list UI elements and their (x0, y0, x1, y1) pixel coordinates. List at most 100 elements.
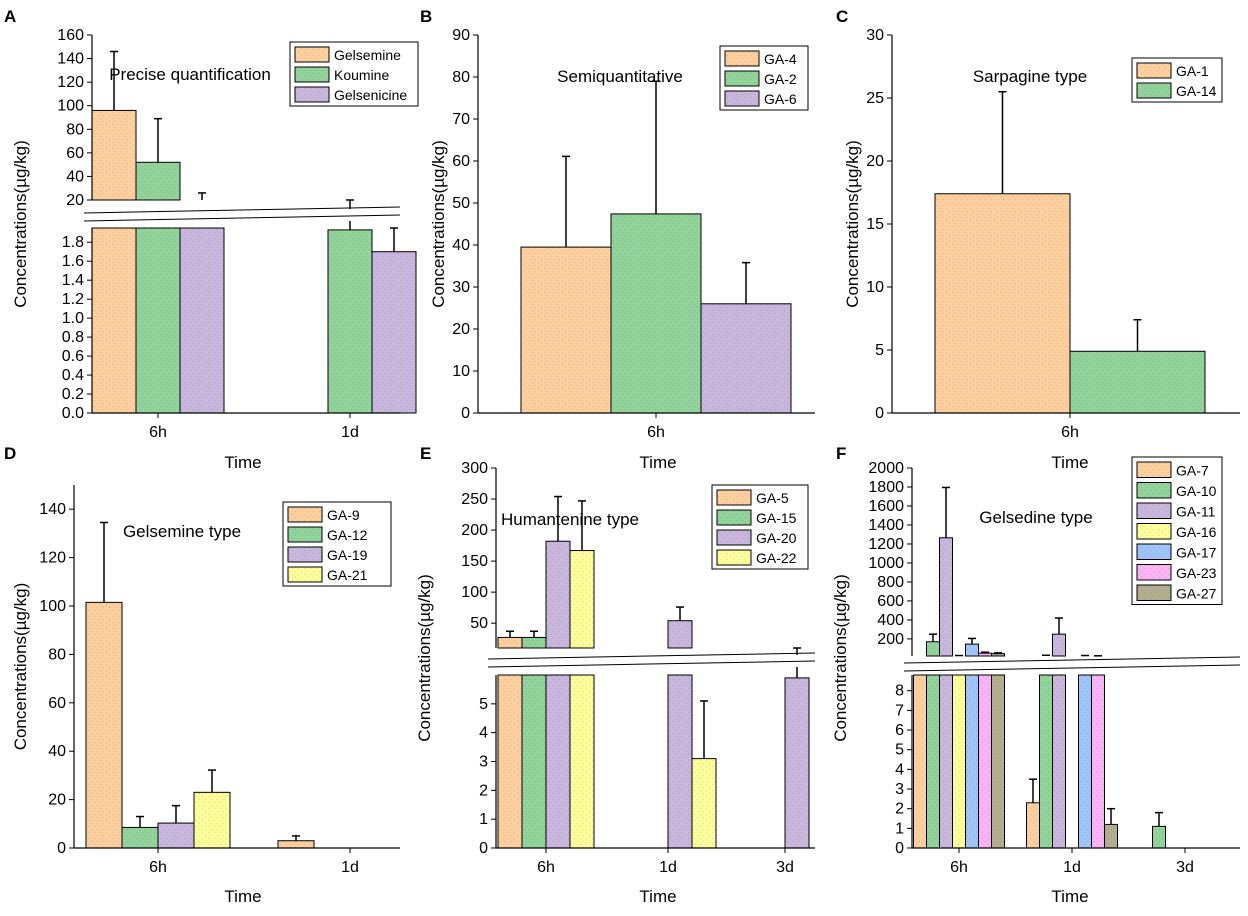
y-tick-label: 150 (461, 553, 488, 570)
bar (277, 840, 315, 849)
bar (85, 601, 123, 849)
x-axis-title: Time (639, 453, 676, 472)
panel-letter: E (420, 444, 431, 463)
bar (939, 674, 953, 849)
x-tick-label: 3d (1176, 859, 1194, 876)
y-tick-label: 1600 (868, 498, 904, 515)
bar-upper (135, 161, 181, 201)
y-axis-title: Concentrations(µg/kg) (11, 140, 30, 308)
y-tick-label: 100 (39, 598, 66, 615)
y-tick-label: 7 (895, 702, 904, 719)
y-tick-label: 200 (877, 631, 904, 648)
y-tick-label: 1000 (868, 555, 904, 572)
panel-title: Precise quantification (109, 65, 271, 84)
y-tick-label: 0.2 (62, 386, 84, 403)
bar (952, 674, 966, 849)
y-axis-title: Concentrations(µg/kg) (831, 574, 850, 742)
bar (1091, 674, 1105, 849)
bar (327, 229, 373, 414)
legend-swatch (1136, 584, 1172, 601)
y-tick-label: 20 (452, 321, 470, 338)
x-tick-label: 1d (659, 859, 677, 876)
bar-upper (965, 643, 979, 657)
y-tick-label: 10 (452, 363, 470, 380)
bar-upper (667, 620, 693, 649)
bar (784, 677, 810, 849)
legend-swatch (1136, 523, 1172, 540)
bar (913, 674, 927, 849)
bar (1069, 350, 1206, 414)
legend-label: GA-9 (327, 507, 360, 523)
y-tick-label: 0.8 (62, 329, 84, 346)
legend-swatch (1136, 564, 1172, 581)
legend-swatch (1136, 543, 1172, 560)
axis-break-band (904, 659, 1240, 671)
y-tick-label: 1.0 (62, 310, 84, 327)
y-tick-label: 1400 (868, 517, 904, 534)
y-tick-label: 1 (895, 820, 904, 837)
bar-upper (978, 652, 992, 657)
x-tick-label: 1d (341, 859, 359, 876)
y-tick-label: 80 (66, 121, 84, 138)
panel-letter: A (4, 7, 16, 26)
y-tick-label: 20 (66, 192, 84, 209)
bar-upper (497, 636, 523, 649)
panel-f: F 200 400 600 800 1000 1200 1400 1600 1800 2000 0 1 2… (831, 444, 1241, 906)
bar (520, 246, 612, 414)
y-tick-label: 10 (866, 279, 884, 296)
bar (691, 758, 717, 849)
panel-title: Semiquantitative (557, 67, 683, 86)
legend-label: GA-15 (756, 510, 797, 526)
y-tick-label: 2000 (868, 460, 904, 477)
panel-title: Sarpagine type (973, 67, 1087, 86)
y-tick-label: 0 (875, 405, 884, 422)
y-tick-label: 60 (452, 153, 470, 170)
y-tick-label: 1.6 (62, 253, 84, 270)
legend-swatch (716, 509, 752, 526)
bar (1078, 674, 1092, 849)
x-tick-label: 1d (341, 424, 359, 441)
y-tick-label: 5 (895, 742, 904, 759)
bar-upper (1052, 633, 1066, 657)
panel-letter: B (420, 7, 432, 26)
y-tick-label: 5 (875, 342, 884, 359)
y-tick-label: 30 (866, 27, 884, 44)
axis-break-mark (903, 656, 1241, 664)
y-tick-label: 800 (877, 574, 904, 591)
legend-swatch (287, 546, 323, 563)
y-tick-label: 0.4 (62, 367, 84, 384)
y-axis-title: Concentrations(µg/kg) (429, 140, 448, 308)
y-tick-label: 1200 (868, 536, 904, 553)
x-tick-label: 6h (149, 859, 167, 876)
legend-swatch (294, 86, 330, 103)
bar (1039, 674, 1053, 849)
y-tick-label: 0.0 (62, 405, 84, 422)
legend-swatch (294, 66, 330, 83)
axis-break-mark (487, 652, 816, 660)
x-tick-label: 6h (950, 859, 968, 876)
bar (1026, 802, 1040, 849)
y-tick-label: 2 (895, 801, 904, 818)
legend-label: GA-20 (756, 530, 797, 546)
y-tick-label: 100 (57, 98, 84, 115)
x-tick-label: 1d (1063, 859, 1081, 876)
x-axis-title: Time (639, 887, 676, 906)
legend-label: GA-16 (1176, 524, 1217, 540)
axis-break-mark (903, 664, 1241, 672)
y-axis-title: Concentrations(µg/kg) (11, 583, 30, 751)
y-tick-label: 30 (452, 279, 470, 296)
axis-break-band (488, 655, 815, 667)
panel-title: Humantenine type (501, 510, 639, 529)
axis-break-mark (487, 660, 816, 668)
y-tick-label: 50 (470, 615, 488, 632)
y-tick-label: 15 (866, 216, 884, 233)
y-tick-label: 80 (452, 69, 470, 86)
x-axis-title: Time (224, 453, 261, 472)
panel-letter: D (4, 444, 16, 463)
axis-break-mark (83, 214, 401, 222)
legend-label: Gelsemine (334, 47, 401, 63)
y-tick-label: 1800 (868, 479, 904, 496)
legend-swatch (287, 566, 323, 583)
legend-swatch (294, 46, 330, 63)
legend-swatch (724, 90, 760, 107)
